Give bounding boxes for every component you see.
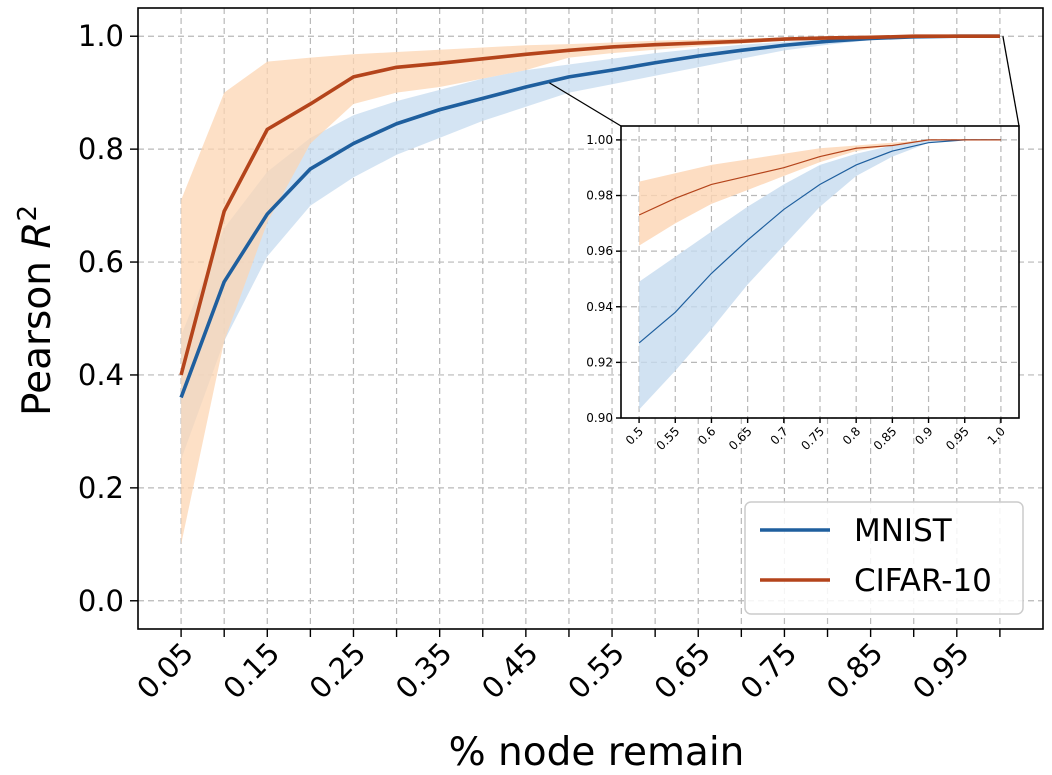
- inset-x-tick-label: 0.9: [912, 424, 935, 447]
- cifar-10-band: [181, 36, 1000, 545]
- legend-label-mnist: MNIST: [854, 513, 953, 549]
- x-tick-label: 0.65: [647, 636, 717, 706]
- inset-mnist-line: [638, 139, 1001, 344]
- y-axis-label: Pearson R2: [13, 205, 60, 416]
- x-tick-label: 0.05: [130, 636, 200, 706]
- inset-y-tick-label: 1.00: [586, 133, 613, 147]
- x-tick-label: 0.35: [389, 636, 459, 706]
- y-axis-label-variable: R: [15, 222, 60, 249]
- x-tick-label: 0.15: [217, 636, 287, 706]
- inset-y-tick-label: 0.94: [586, 300, 613, 314]
- y-tick-label: 0.4: [78, 358, 124, 392]
- inset-x-tick-label: 0.5: [623, 424, 646, 447]
- x-axis-label: % node remain: [449, 730, 745, 775]
- y-tick-label: 0.0: [78, 584, 124, 618]
- y-tick-label: 0.2: [78, 471, 124, 505]
- legend: MNIST CIFAR-10: [744, 501, 1024, 615]
- inset-y-tick-label: 0.92: [586, 355, 613, 369]
- x-tick-label: 0.55: [561, 636, 631, 706]
- inset-cifar-10-line: [638, 139, 1001, 216]
- inset-x-tick-label: 0.7: [768, 424, 791, 447]
- x-tick-label: 0.75: [734, 636, 804, 706]
- inset-mnist-band: [639, 139, 1001, 410]
- x-tick-label: 0.45: [475, 636, 545, 706]
- y-tick-label: 0.8: [78, 132, 124, 166]
- inset-plot: 0.90 0.92 0.94 0.96 0.98 1.00 0.5 0.55 0.6 0.65 0.…: [586, 125, 1020, 453]
- inset-x-tick-label: 0.55: [654, 424, 683, 453]
- inset-y-tick-label: 0.98: [586, 189, 613, 203]
- legend-label-cifar-10: CIFAR-10: [854, 563, 992, 599]
- main-axes-frame: [137, 7, 1044, 630]
- x-tick-label: 0.85: [820, 636, 890, 706]
- inset-x-tick-label: 0.6: [695, 424, 718, 447]
- inset-x-tick-label: 0.8: [840, 424, 863, 447]
- inset-x-tick-label: 0.95: [943, 424, 972, 453]
- inset-cifar-10-band: [639, 139, 1001, 246]
- inset-y-tick-label: 0.96: [586, 244, 613, 258]
- y-tick-label: 1.0: [78, 19, 124, 53]
- inset-x-tick-label: 1.0: [985, 424, 1008, 447]
- zoom-connector-right: [1002, 36, 1020, 127]
- x-tick-label: 0.95: [906, 636, 976, 706]
- inset-y-tick-label: 0.90: [586, 411, 613, 425]
- inset-x-tick-label: 0.75: [798, 424, 827, 453]
- y-axis-label-superscript: 2: [13, 205, 43, 222]
- x-tick-label: 0.25: [303, 636, 373, 706]
- inset-x-tick-label: 0.65: [726, 424, 755, 453]
- y-tick-label: 0.6: [78, 245, 124, 279]
- mnist-band: [181, 36, 1000, 460]
- inset-x-tick-label: 0.85: [871, 424, 900, 453]
- cifar-10-line: [179, 34, 1000, 376]
- y-axis-label-text: Pearson: [15, 249, 60, 416]
- zoom-connector-left: [549, 82, 622, 127]
